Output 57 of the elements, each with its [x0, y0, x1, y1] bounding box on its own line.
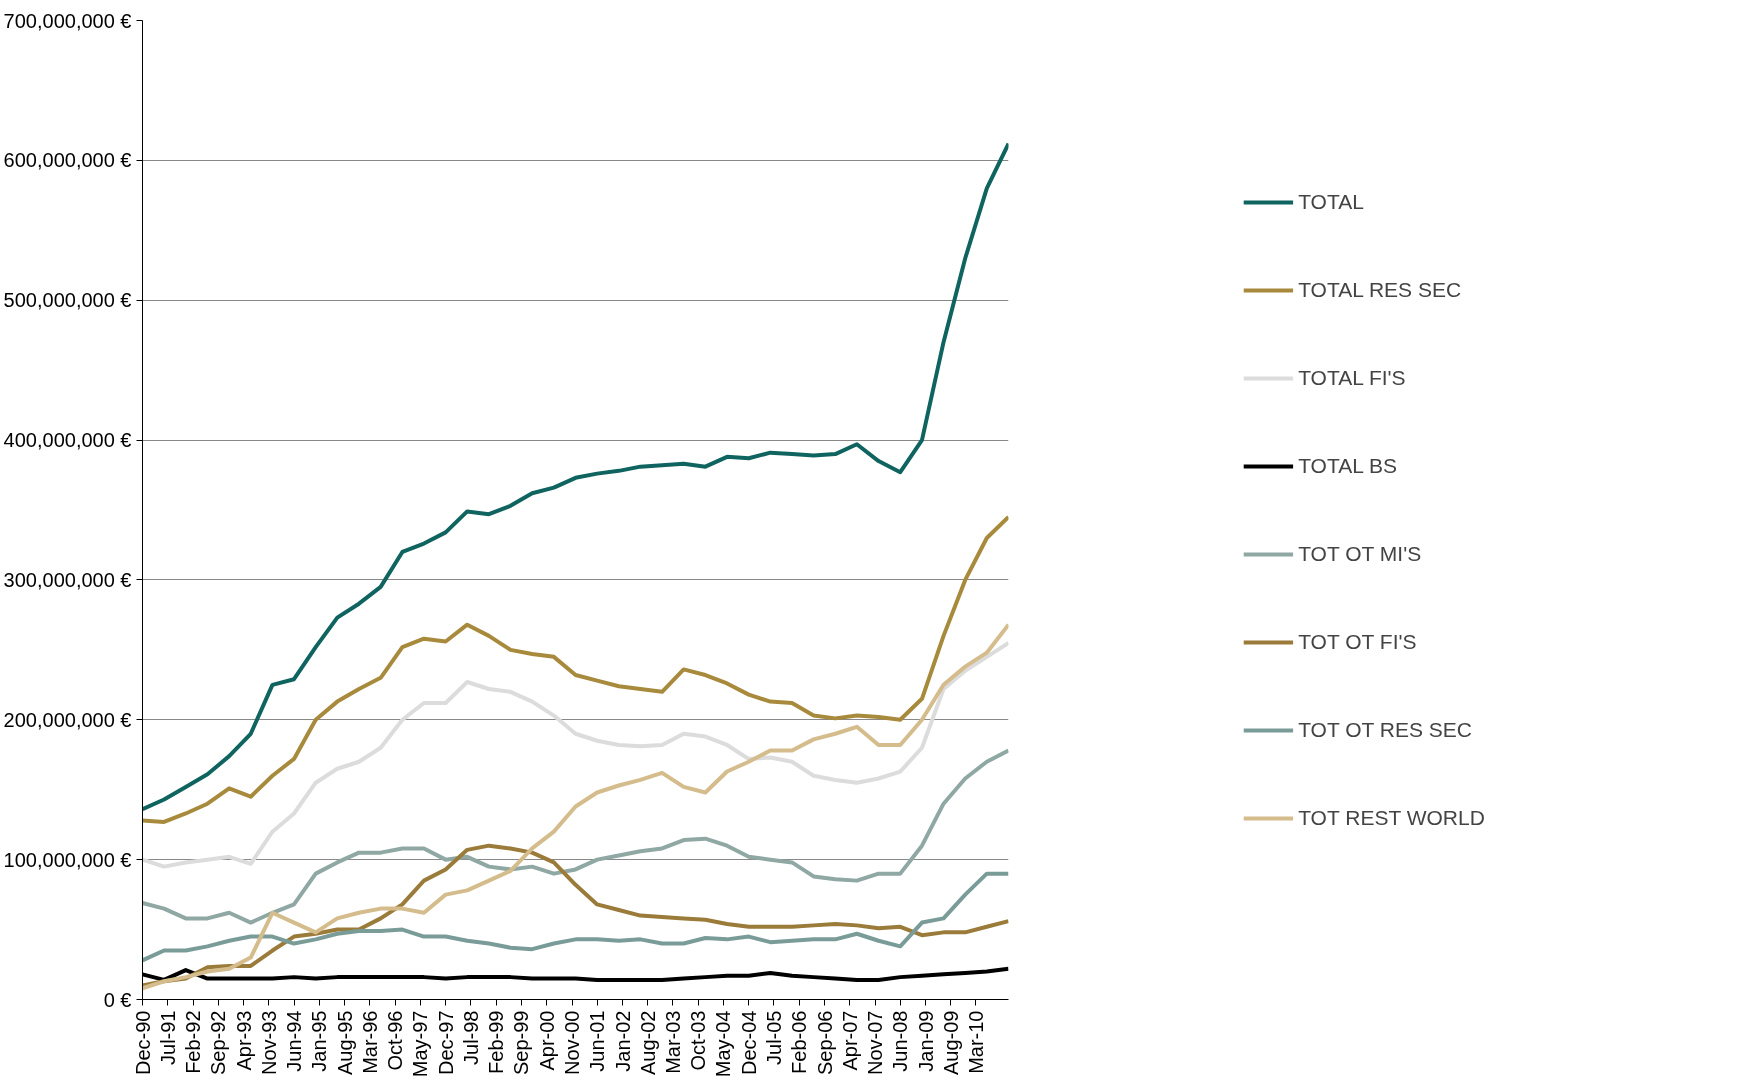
x-tick-label: Nov-93: [257, 1010, 280, 1075]
line-series: [142, 141, 1009, 812]
legend-label: TOT OT RES SEC: [1298, 717, 1473, 742]
x-tick-label: Dec-97: [434, 1010, 457, 1075]
legend-label: TOT OT MI'S: [1298, 541, 1422, 566]
x-tick-label: Apr-93: [232, 1010, 255, 1071]
legend-label: TOTAL: [1298, 189, 1364, 214]
legend-label: TOTAL BS: [1298, 453, 1397, 478]
x-tick-label: Sep-06: [813, 1010, 836, 1075]
x-tick-label: Jul-91: [156, 1010, 179, 1065]
x-tick-label: Apr-07: [838, 1010, 861, 1071]
x-tick-label: Jun-08: [889, 1010, 912, 1072]
x-tick-label: Dec-90: [131, 1010, 154, 1075]
line-series: [142, 871, 1009, 963]
y-tick-label: 200,000,000 €: [3, 708, 132, 731]
x-tick-label: Feb-99: [485, 1010, 508, 1074]
y-tick-label: 400,000,000 €: [3, 429, 132, 452]
line-series: [142, 622, 1009, 991]
x-tick-label: Aug-09: [939, 1010, 962, 1075]
y-tick-label: 700,000,000 €: [3, 9, 132, 32]
y-tick-label: 600,000,000 €: [3, 149, 132, 172]
x-tick-label: Sep-92: [207, 1010, 230, 1075]
x-tick-label: Jun-94: [283, 1010, 306, 1072]
x-tick-label: Jan-09: [914, 1010, 937, 1072]
x-tick-label: Jul-05: [762, 1010, 785, 1065]
y-tick-label: 0 €: [103, 988, 132, 1011]
x-tick-label: Oct-96: [384, 1010, 407, 1071]
y-tick-label: 100,000,000 €: [3, 848, 132, 871]
x-tick-label: Mar-03: [661, 1010, 684, 1074]
line-series: [142, 514, 1009, 824]
legend-label: TOTAL RES SEC: [1298, 277, 1462, 302]
x-tick-label: Oct-03: [687, 1010, 710, 1071]
legend-label: TOT OT FI'S: [1298, 629, 1417, 654]
x-tick-label: May-04: [712, 1010, 735, 1078]
y-tick-label: 300,000,000 €: [3, 568, 132, 591]
line-series: [142, 640, 1009, 869]
x-tick-label: Aug-95: [333, 1010, 356, 1075]
x-tick-label: Nov-07: [864, 1010, 887, 1075]
x-tick-label: Jan-02: [611, 1010, 634, 1072]
x-tick-label: Apr-00: [535, 1010, 558, 1071]
x-tick-label: Aug-02: [636, 1010, 659, 1075]
line-series: [142, 748, 1009, 925]
line-series: [142, 843, 1009, 988]
x-tick-label: Jan-95: [308, 1010, 331, 1072]
legend-label: TOT REST WORLD: [1298, 805, 1485, 830]
x-tick-label: Mar-10: [964, 1010, 987, 1074]
y-tick-label: 500,000,000 €: [3, 289, 132, 312]
x-tick-label: Sep-99: [510, 1010, 533, 1075]
x-tick-label: Jun-01: [586, 1010, 609, 1072]
x-tick-label: May-97: [409, 1010, 432, 1078]
x-tick-label: Nov-00: [561, 1010, 583, 1075]
x-tick-label: Jul-98: [459, 1010, 482, 1065]
legend-label: TOTAL FI'S: [1298, 365, 1406, 390]
x-tick-label: Feb-06: [788, 1010, 811, 1074]
x-tick-label: Feb-92: [182, 1010, 205, 1074]
x-tick-label: Dec-04: [737, 1010, 760, 1075]
x-tick-label: Mar-96: [358, 1010, 381, 1074]
